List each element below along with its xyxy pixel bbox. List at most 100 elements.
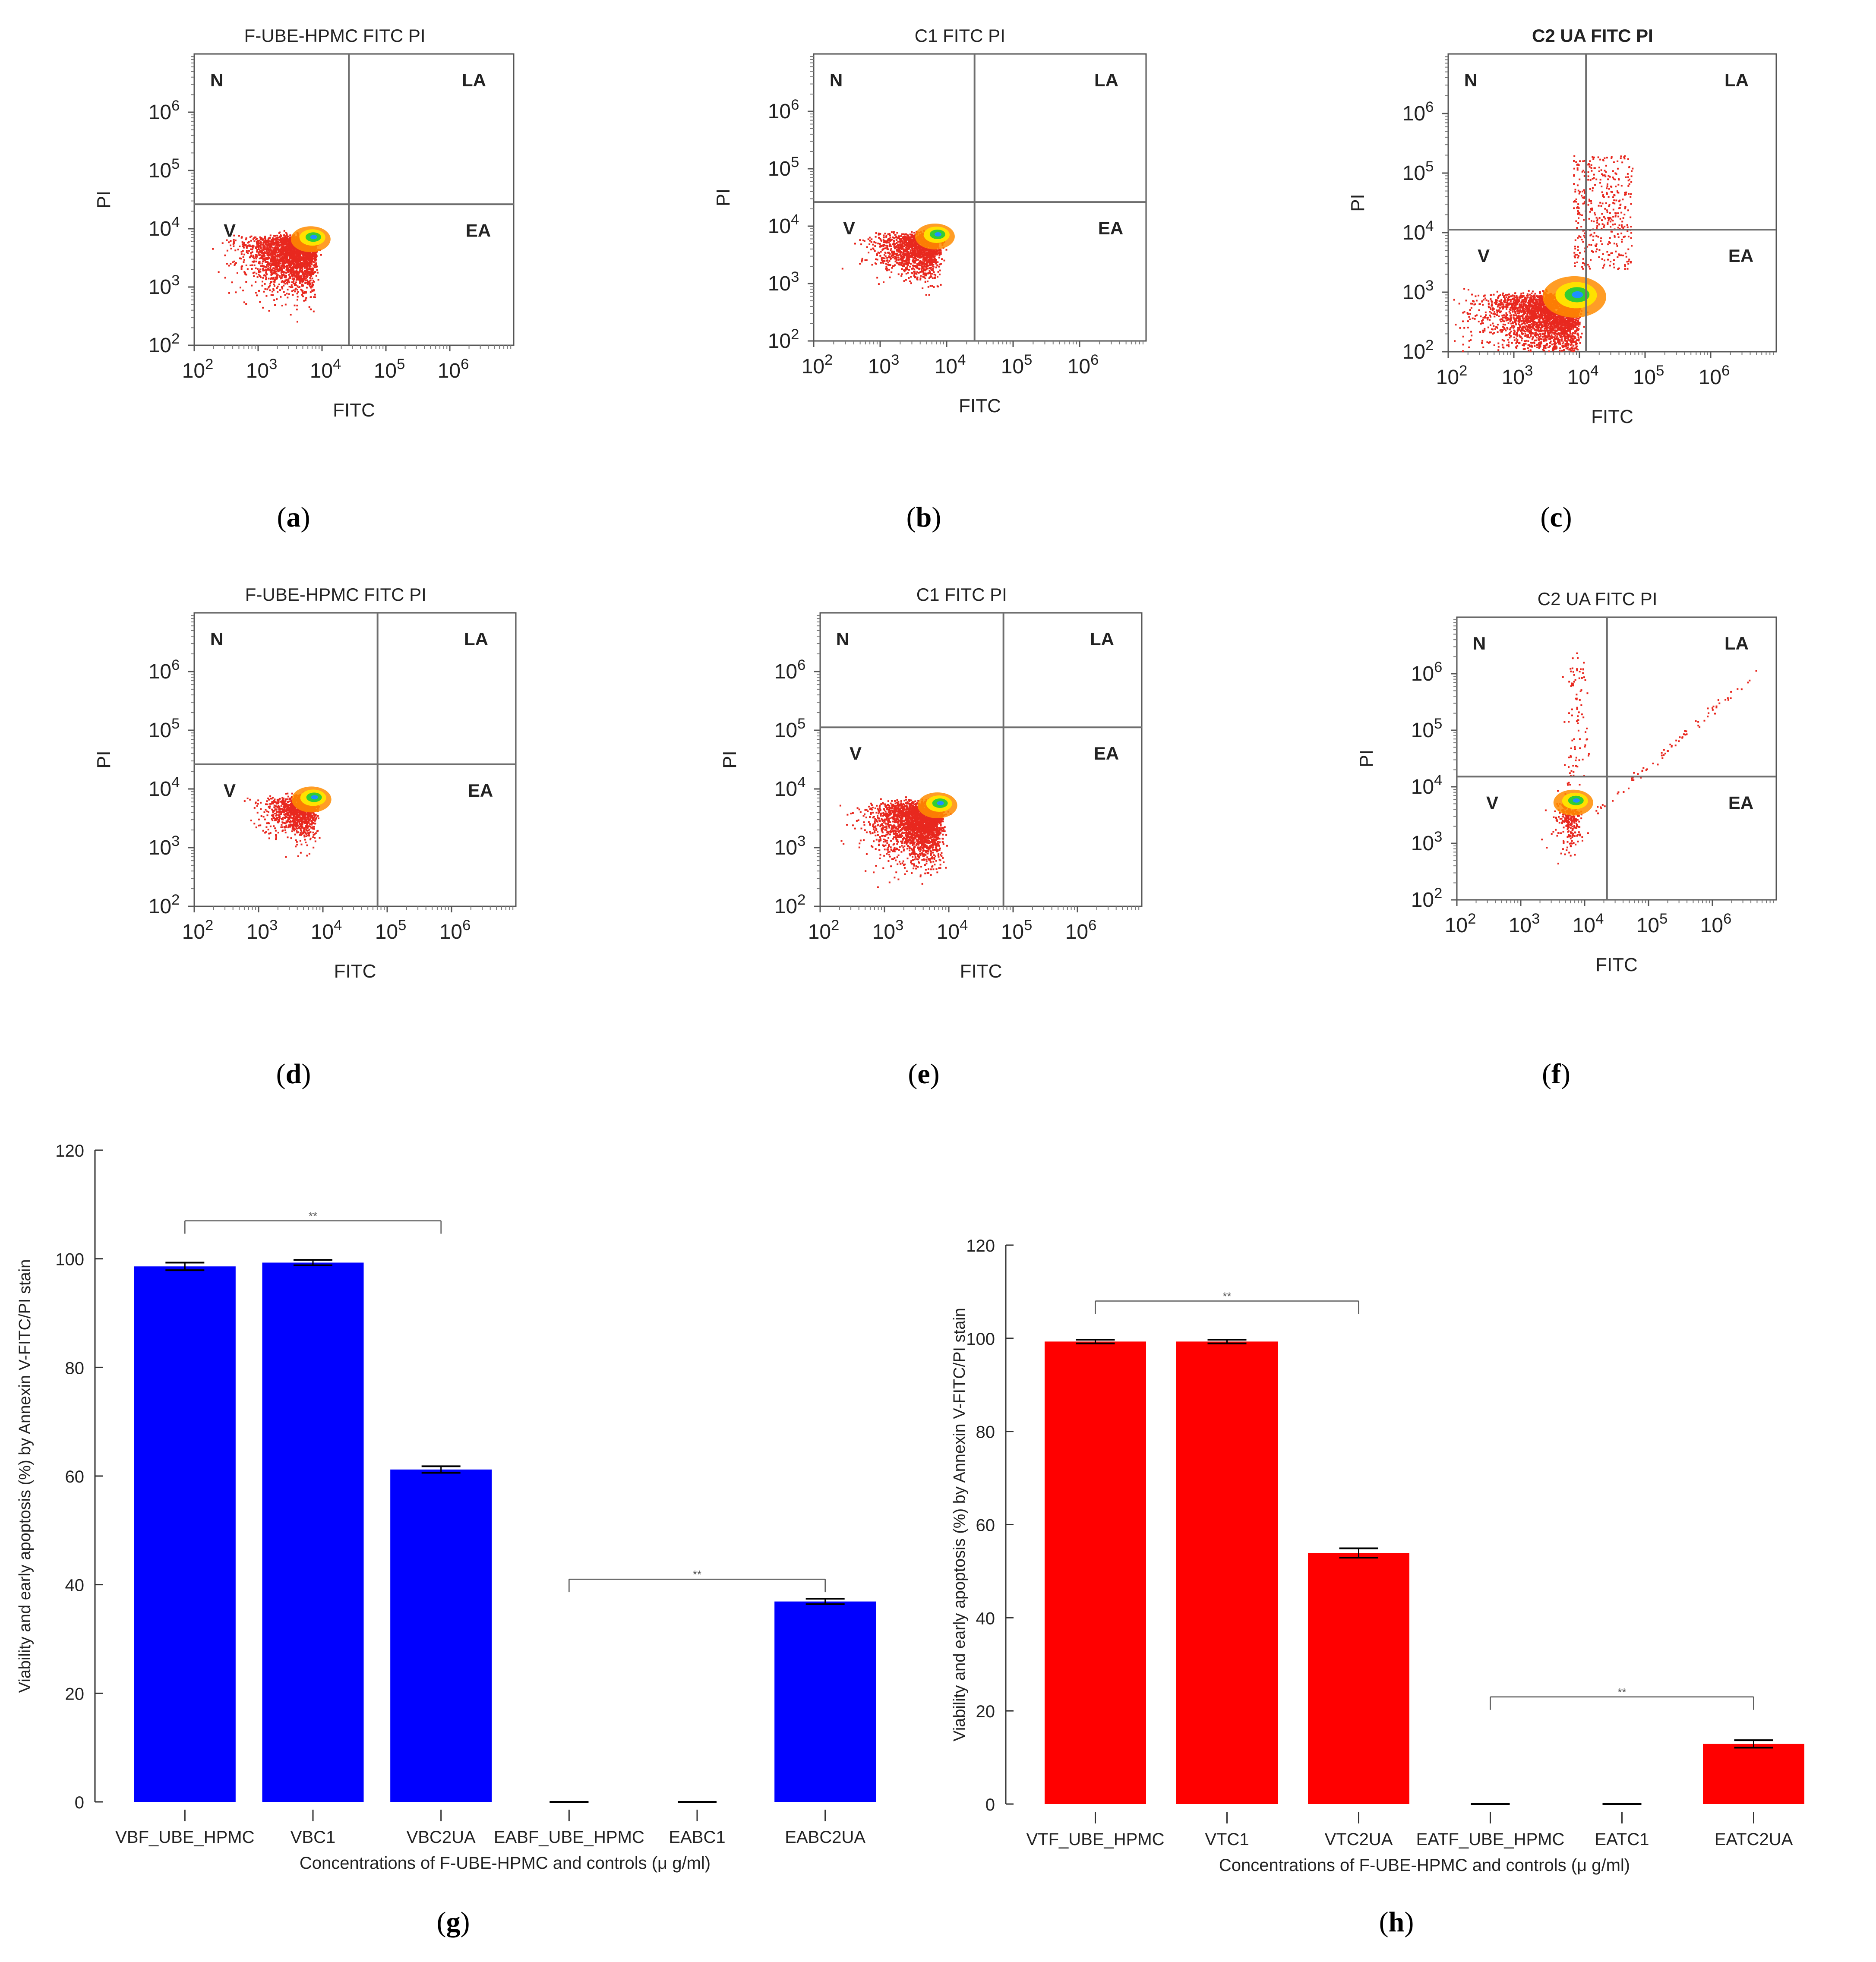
event-dot [894,264,896,266]
event-dot [259,262,261,265]
event-dot [276,298,278,300]
event-dot [282,260,284,262]
event-dot [935,249,938,251]
event-dot [266,246,268,248]
event-dot [904,249,906,252]
event-dot [303,257,305,259]
event-dot [907,239,909,241]
event-dot [882,257,884,259]
paren: ( [276,1058,286,1090]
event-dot [296,250,298,252]
event-dot [297,296,299,298]
event-dot [263,247,265,249]
event-dot [869,243,871,245]
event-dot [285,269,287,271]
event-dot [260,237,262,239]
event-dot [287,259,290,261]
event-dot [881,261,884,263]
paren: ( [1542,1058,1551,1090]
event-dot [245,244,247,246]
event-dot [309,258,311,260]
event-dot [1523,312,1525,314]
event-dot [895,257,897,259]
event-dot [301,285,303,287]
event-dot [887,248,889,250]
event-dot [287,280,290,282]
event-dot [283,262,285,265]
event-dot [925,268,928,271]
event-dot [1491,303,1493,305]
event-dot [937,249,939,251]
event-dot [870,249,872,251]
event-dot [906,266,908,268]
event-dot [881,249,884,251]
event-dot [310,256,313,258]
tick-base: 10 [374,360,397,382]
event-dot [305,275,307,277]
event-dot [911,233,913,236]
plot-frame [1447,53,1777,353]
event-dot [260,239,262,241]
event-dot [934,253,935,255]
event-dot [308,255,310,257]
event-dot [260,276,262,278]
event-dot [302,251,304,253]
event-dot [910,250,912,252]
event-dot [931,263,933,265]
event-dot [286,257,288,259]
event-dot [303,254,305,256]
event-dot [910,276,912,278]
event-dot [924,281,926,283]
event-dot [284,235,286,237]
event-dot [912,236,914,237]
event-dot [299,282,301,284]
event-dot [250,246,253,247]
event-dot [287,269,290,271]
event-dot [940,251,942,253]
event-dot [297,279,300,281]
event-dot [1624,155,1626,157]
event-dot [879,255,881,257]
plot-frame [813,53,1147,342]
event-dot [298,254,300,256]
event-dot [1572,328,1574,330]
event-dot [268,287,270,289]
quadrant-label-ea: EA [1098,218,1123,238]
event-dot [282,274,284,276]
panel-label-group: (e) [908,1058,939,1090]
event-dot [907,255,909,257]
event-dot [873,241,875,243]
event-dot [912,249,914,252]
tick-exp: 4 [333,356,341,372]
event-dot [260,265,262,267]
event-dot [263,253,265,255]
x-tick-label: 104 [310,356,341,382]
event-dot [922,257,925,259]
event-dot [928,251,930,253]
event-dot [296,260,298,262]
event-dot [925,262,928,264]
event-dot [885,244,887,246]
event-dot [300,275,303,277]
event-dot [1623,214,1626,216]
event-dot [286,246,288,248]
event-dot [281,280,284,282]
event-dot [916,255,918,257]
event-dot [910,249,912,251]
event-dot [275,245,277,247]
event-dot [921,252,923,253]
event-dot [896,239,898,241]
event-dot [283,266,285,268]
event-dot [283,271,285,274]
event-dot [907,251,909,253]
event-dot [247,242,249,244]
event-dot [272,252,275,254]
event-dot [876,253,878,255]
event-dot [898,251,900,253]
event-dot [277,254,279,256]
event-dot [275,272,278,274]
event-dot [841,268,843,270]
event-dot [291,260,293,262]
event-dot [306,276,308,278]
event-dot [270,277,272,279]
